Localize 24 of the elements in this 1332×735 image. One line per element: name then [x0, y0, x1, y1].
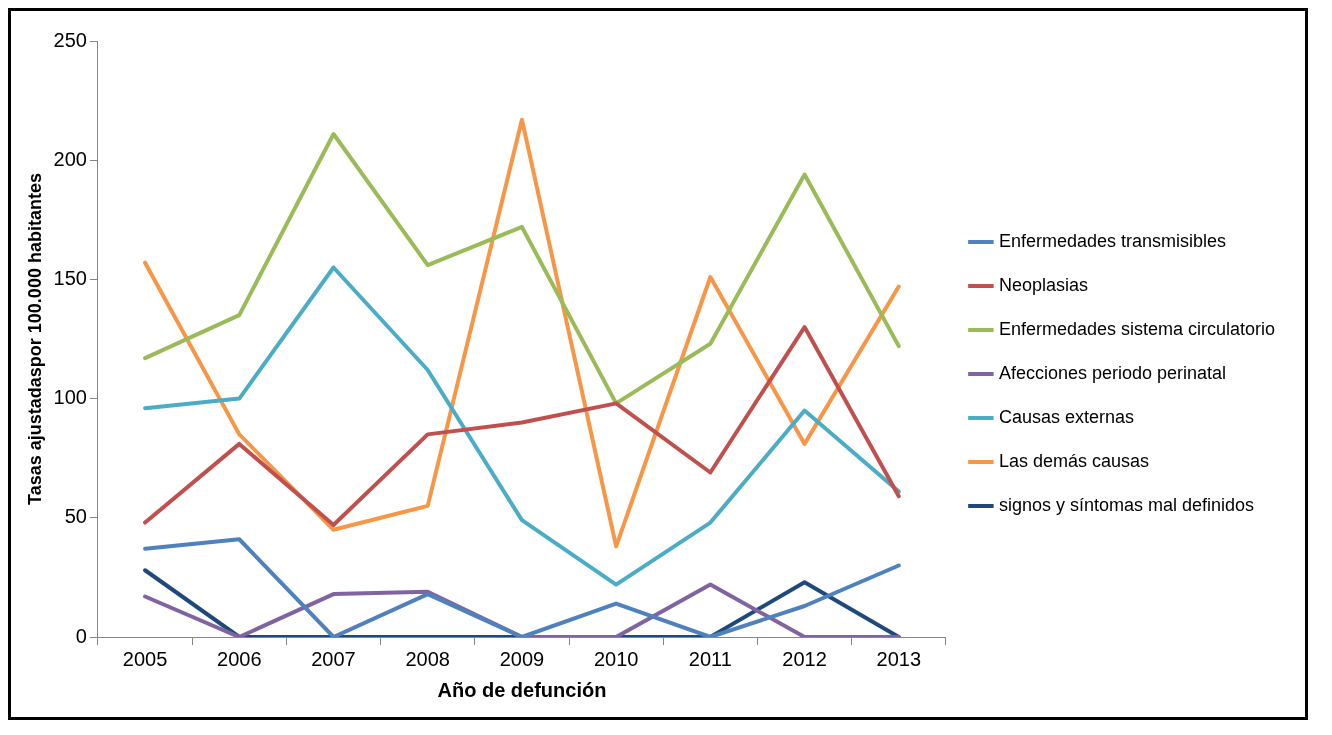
y-tick-label: 50 — [64, 505, 87, 528]
x-tick-label: 2005 — [122, 647, 168, 670]
x-tick-label: 2008 — [405, 647, 450, 670]
x-tick-label: 2010 — [593, 647, 639, 670]
x-axis-title: Año de defunción — [437, 678, 607, 701]
legend-label: Causas externas — [998, 406, 1134, 427]
y-axis-title: Tasas ajustadaspor 100.000 habitantes — [24, 173, 45, 505]
legend-label: Enfermedades sistema circulatorio — [998, 318, 1276, 339]
x-tick-label: 2012 — [782, 647, 827, 670]
y-tick-label: 150 — [53, 266, 87, 289]
y-tick-label: 200 — [53, 147, 87, 170]
legend-label: Neoplasias — [998, 274, 1088, 295]
y-tick-label: 100 — [53, 386, 87, 409]
x-tick-label: 2007 — [311, 647, 356, 670]
y-tick-label: 0 — [75, 624, 87, 647]
legend-label: Enfermedades transmisibles — [998, 230, 1226, 251]
y-tick-label: 250 — [53, 28, 87, 51]
x-tick-label: 2009 — [499, 647, 545, 670]
x-tick-label: 2006 — [217, 647, 262, 670]
legend-label: Las demás causas — [998, 450, 1149, 471]
x-tick-label: 2013 — [876, 647, 922, 670]
x-tick-label: 2011 — [688, 647, 732, 670]
legend-label: Afecciones periodo perinatal — [998, 362, 1227, 383]
legend-label: signos y síntomas mal definidos — [998, 494, 1255, 515]
